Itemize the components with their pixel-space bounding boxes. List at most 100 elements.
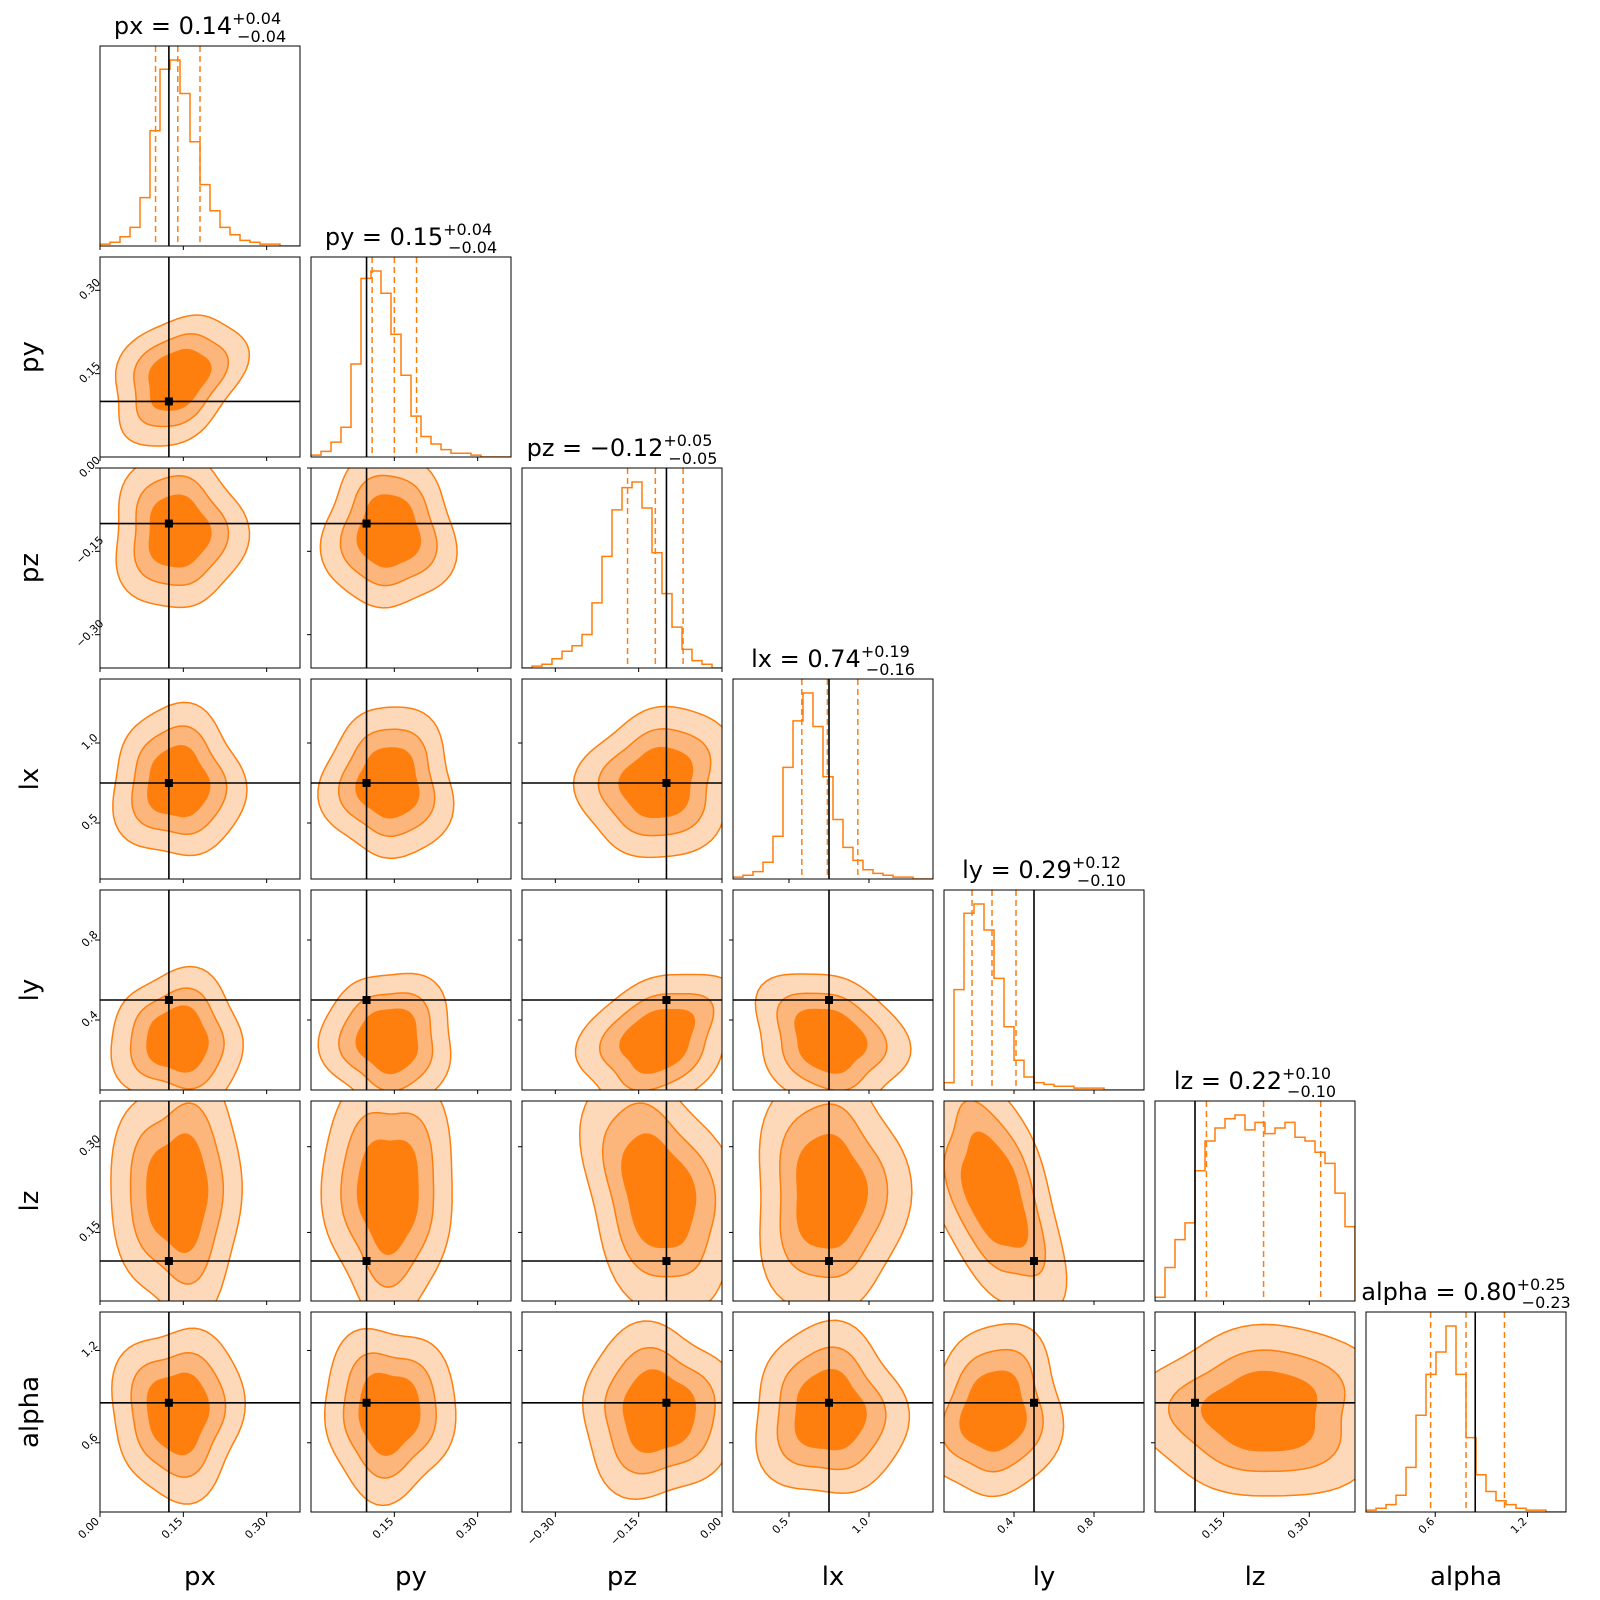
title-text: pz = −0.12: [527, 434, 664, 462]
histogram-step-px: [100, 59, 300, 246]
x-tick-label-alpha: 1.2: [1508, 1515, 1530, 1537]
title-plus: +0.12: [1072, 853, 1121, 872]
x-axis-label-ly: ly: [1033, 1562, 1056, 1592]
truth-marker: [662, 779, 671, 787]
y-tick-label-alpha: 0.6: [79, 1431, 101, 1453]
y-tick-label-py: 0.15: [77, 359, 104, 386]
histogram-step-pz: [522, 481, 722, 668]
title-plus: +0.19: [861, 642, 910, 661]
truth-marker: [164, 779, 173, 787]
panel-frame: [310, 1311, 512, 1513]
y-axis-label-ly: ly: [15, 979, 45, 1002]
x-axis-label-py: py: [395, 1562, 427, 1592]
panel-frame: [99, 1311, 301, 1513]
contour-level-3: [794, 1368, 867, 1451]
truth-marker: [362, 1257, 371, 1265]
marginal-title-py: py = 0.15+0.04 −0.04: [325, 220, 497, 257]
contour-level-3: [622, 1369, 697, 1454]
marginal-title-pz: pz = −0.12+0.05 −0.05: [527, 431, 718, 468]
x-tick-label-ly: 0.4: [995, 1515, 1017, 1537]
panel-frame: [732, 678, 934, 880]
x-tick-label-pz: 0.00: [698, 1515, 725, 1542]
panel-frame: [521, 678, 723, 880]
panel-lz-vs-px: [100, 1101, 300, 1301]
panel-lz-vs-lx: [733, 1101, 933, 1301]
title-text: ly = 0.29: [962, 856, 1072, 884]
panel-alpha-vs-lx: [733, 1312, 933, 1512]
title-text: py = 0.15: [325, 223, 443, 251]
histogram-lx: [733, 679, 933, 879]
panel-lx-vs-px: [100, 679, 300, 879]
title-text: alpha = 0.80: [1361, 1278, 1516, 1306]
truth-marker: [825, 1398, 833, 1407]
y-tick-label-lz: 0.30: [77, 1132, 104, 1159]
panel-alpha-vs-py: [311, 1312, 511, 1512]
panel-alpha-vs-lz: [1155, 1312, 1355, 1512]
x-axis-label-px: px: [184, 1562, 216, 1592]
panel-ly-vs-py: [311, 890, 511, 1090]
contour-level-3: [959, 1370, 1027, 1452]
contour-level-3: [146, 1372, 210, 1456]
truth-marker: [825, 1257, 833, 1265]
panel-pz-vs-py: [311, 468, 511, 668]
panel-frame: [732, 1311, 934, 1513]
histogram-step-ly: [944, 903, 1144, 1090]
y-axis-label-pz: pz: [15, 553, 45, 583]
y-tick-label-alpha: 1.2: [79, 1339, 101, 1361]
marginal-title-px: px = 0.14+0.04 −0.04: [114, 9, 286, 46]
panel-ly-vs-pz: [522, 890, 722, 1090]
truth-marker: [362, 996, 371, 1004]
panel-frame: [521, 1311, 723, 1513]
x-tick-label-lz: 0.15: [1199, 1515, 1226, 1542]
contour-level-3: [619, 1009, 696, 1074]
title-minus: −0.04: [448, 238, 497, 257]
histogram-py: [311, 257, 511, 457]
x-tick-label-alpha: 0.6: [1416, 1515, 1438, 1537]
contour-level-3: [356, 1139, 419, 1256]
truth-marker: [1030, 1398, 1038, 1407]
truth-marker: [362, 779, 371, 787]
x-tick-label-px: 0.00: [76, 1515, 103, 1542]
panel-alpha-vs-pz: [522, 1312, 722, 1512]
y-tick-label-pz: 0.00: [77, 454, 104, 481]
title-plus: +0.05: [663, 431, 712, 450]
truth-marker: [662, 996, 671, 1004]
truth-marker: [825, 996, 833, 1004]
histogram-lz: [1155, 1101, 1355, 1301]
marginal-title-lz: lz = 0.22+0.10 −0.10: [1174, 1064, 1336, 1101]
truth-marker: [164, 1398, 173, 1407]
panel-frame: [521, 467, 723, 669]
panel-frame: [732, 1100, 934, 1302]
histogram-step-alpha: [1366, 1325, 1566, 1512]
panel-frame: [99, 256, 301, 458]
panel-frame: [1154, 1100, 1356, 1302]
panel-lz-vs-pz: [522, 1101, 722, 1301]
x-tick-label-px: 0.15: [159, 1515, 186, 1542]
marginal-title-lx: lx = 0.74+0.19 −0.16: [751, 642, 915, 679]
panel-pz-vs-px: [100, 468, 300, 668]
marginal-title-ly: ly = 0.29+0.12 −0.10: [962, 853, 1126, 890]
title-plus: +0.04: [443, 220, 492, 239]
x-tick-label-pz: −0.15: [608, 1515, 641, 1548]
x-axis-label-lx: lx: [822, 1562, 845, 1592]
panel-frame: [99, 467, 301, 669]
y-axis-label-py: py: [15, 341, 45, 373]
y-tick-label-lz: 0.15: [77, 1218, 104, 1245]
truth-marker: [164, 519, 173, 528]
title-text: px = 0.14: [114, 12, 232, 40]
contour-level-3: [355, 1008, 419, 1075]
x-tick-label-ly: 0.8: [1075, 1515, 1097, 1537]
panel-frame: [310, 256, 512, 458]
title-minus: −0.23: [1522, 1293, 1571, 1312]
y-axis-label-lx: lx: [15, 768, 45, 791]
panel-frame: [1154, 1311, 1356, 1513]
panel-frame: [521, 1100, 723, 1302]
y-tick-label-pz: −0.15: [73, 534, 106, 567]
y-axis-label-alpha: alpha: [15, 1376, 45, 1448]
panel-ly-vs-px: [100, 890, 300, 1090]
panel-frame: [310, 1100, 512, 1302]
histogram-px: [100, 46, 300, 246]
histogram-alpha: [1366, 1312, 1566, 1512]
